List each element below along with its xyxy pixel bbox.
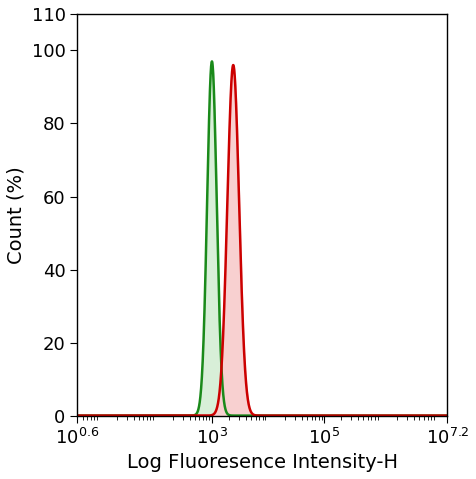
X-axis label: Log Fluoresence Intensity-H: Log Fluoresence Intensity-H xyxy=(127,453,398,472)
Y-axis label: Count (%): Count (%) xyxy=(7,166,26,263)
